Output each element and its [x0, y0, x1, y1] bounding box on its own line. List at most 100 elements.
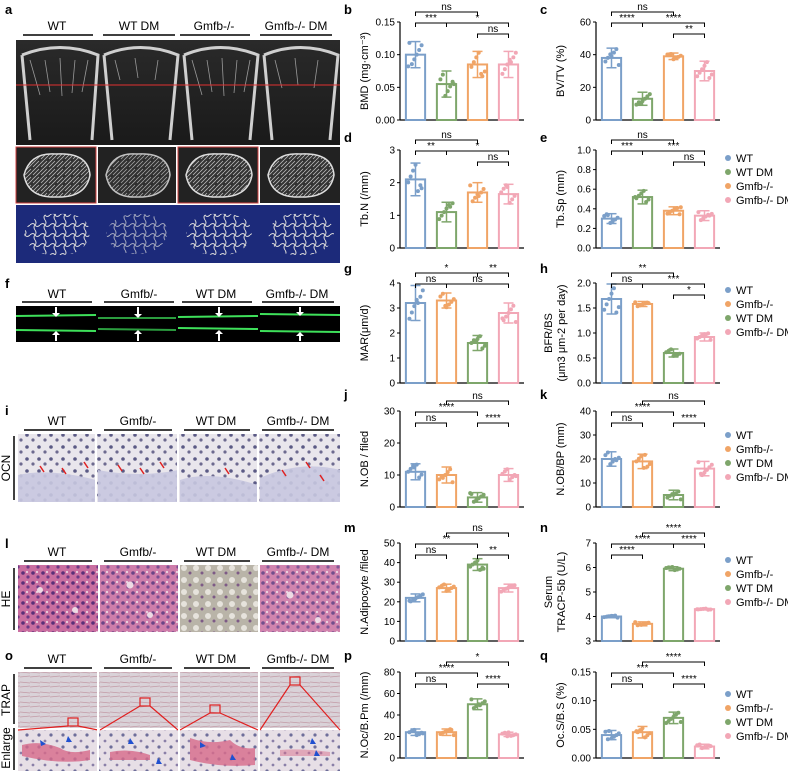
group-label-o-1: Gmfb/- [120, 652, 157, 666]
chart-b-point [438, 77, 443, 82]
chart-j-sig-bracket [415, 422, 447, 427]
panel-letter-i: i [5, 403, 9, 418]
chart-g-point [508, 307, 513, 312]
chart-q-sig-bracket [611, 683, 643, 688]
chart-j-point [448, 467, 453, 472]
chart-j-point [440, 475, 445, 480]
panel-l-he: WT Gmfb/- WT DM Gmfb-/- DM HE [0, 545, 340, 632]
chart-k-point [665, 495, 670, 500]
panel-letter-l: l [5, 536, 9, 551]
chart-g-point [501, 318, 506, 323]
chart-m-sig-label: ** [489, 545, 497, 556]
chart-p-sig-bracket [446, 661, 509, 666]
panel-letter-k: k [540, 387, 548, 402]
calcein-images [16, 306, 340, 342]
side-label-enlarge: Enlarge [0, 727, 13, 769]
chart-q-point [609, 736, 614, 741]
chart-q-sig-bracket [673, 683, 705, 688]
microct-3d-reconstructions [16, 205, 340, 263]
chart-b-point [440, 72, 445, 77]
chart-b-point [471, 60, 476, 65]
chart-q-tick-label: 0.15 [572, 668, 592, 679]
legend-marker [725, 446, 731, 452]
chart-e-sig-label: ns [684, 152, 695, 163]
legend-label: WT [736, 555, 753, 567]
chart-b-point [409, 62, 414, 67]
chart-k-point [608, 462, 613, 467]
chart-p-point [500, 731, 505, 736]
chart-n-sig-label: **** [619, 545, 635, 556]
chart-g-point [511, 303, 516, 308]
chart-e-tick-label: 0.8 [577, 165, 591, 176]
chart-d-point [507, 200, 512, 205]
chart-g-point [513, 320, 518, 324]
chart-g-sig-label: ** [489, 263, 497, 274]
chart-n-sig-label: **** [681, 534, 697, 545]
chart-b-sig-label: ns [441, 2, 452, 13]
chart-j-point [500, 471, 505, 476]
chart-n-point [635, 623, 640, 628]
chart-h-bar [693, 336, 716, 384]
legend-marker [725, 183, 731, 189]
legend-label: WT [736, 430, 753, 442]
chart-k-point [603, 453, 608, 458]
chart-j-point [417, 475, 422, 480]
chart-p-point [477, 703, 482, 708]
chart-d-sig-label: * [476, 141, 480, 152]
legend-marker [725, 169, 731, 175]
chart-j-point [445, 470, 450, 475]
chart-n-point [602, 615, 607, 620]
chart-q-point [708, 744, 713, 749]
chart-q-tick-label: 0.00 [572, 754, 592, 765]
legend-marker [725, 691, 731, 697]
chart-j-point [406, 469, 411, 474]
chart-n-ylabel: Serum [543, 576, 555, 608]
chart-e-point [608, 221, 613, 226]
chart-b-tick-label: 0.15 [376, 18, 396, 29]
chart-c-point [695, 74, 700, 79]
chart-m-tick-label: 50 [384, 539, 396, 550]
chart-q-point [603, 729, 608, 734]
chart-k-sig-label: ns [668, 391, 679, 402]
chart-p-sig-label: * [476, 652, 480, 663]
chart-h-point [695, 336, 700, 341]
legend-marker [725, 474, 731, 480]
chart-e-bar [631, 196, 654, 249]
side-label-he: HE [0, 591, 13, 608]
panel-letter-a: a [5, 2, 13, 17]
chart-e: 0.0 0.2 0.4 0.6 0.8 1.0 Tb.Sp (mm) ns *** *** ns [555, 130, 720, 255]
chart-k-point [704, 467, 709, 472]
chart-n-bar [662, 567, 685, 642]
chart-e-sig-label: *** [621, 141, 633, 152]
chart-p-sig-label: ns [426, 674, 437, 685]
chart-g-point [420, 288, 425, 293]
chart-g-point [451, 297, 456, 302]
chart-m-sig-label: ** [443, 534, 451, 545]
chart-n-bar [600, 615, 623, 642]
legend-label: Gmfb-/- [736, 703, 774, 715]
legend-label: Gmfb-/- [736, 181, 774, 193]
legend-marker [725, 315, 731, 321]
legend-marker [725, 733, 731, 739]
chart-q-sig-label: **** [681, 674, 697, 685]
chart-n-bar [693, 608, 716, 643]
chart-g-point [449, 299, 454, 304]
trap-zoom-boxes [17, 676, 341, 731]
chart-n-point [672, 568, 677, 573]
chart-m-point [477, 567, 482, 572]
chart-g-tick-label: 1 [389, 354, 395, 365]
legend-marker [725, 571, 731, 577]
chart-c-point [603, 59, 608, 64]
chart-c-sig-label: ns [637, 2, 648, 13]
chart-k-point [645, 464, 650, 469]
legend-5: WT Gmfb-/- WT DM Gmfb-/- DM [725, 689, 788, 743]
chart-j-ylabel: N.OB / filed [359, 431, 371, 487]
chart-k-point [616, 455, 621, 460]
chart-c-sig-bracket [642, 22, 705, 27]
chart-c-sig-bracket [611, 11, 674, 16]
chart-j-sig-label: ns [472, 391, 483, 402]
group-label-a-0: WT [48, 19, 67, 33]
chart-d-sig-label: ns [488, 152, 499, 163]
